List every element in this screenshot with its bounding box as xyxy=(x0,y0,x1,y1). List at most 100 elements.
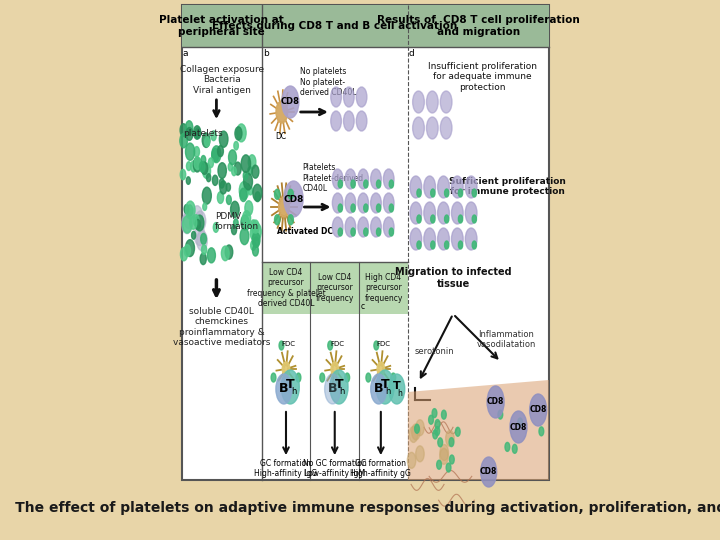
FancyBboxPatch shape xyxy=(182,5,549,480)
Text: CD8: CD8 xyxy=(510,422,527,431)
Circle shape xyxy=(207,248,215,263)
Circle shape xyxy=(440,448,449,464)
Circle shape xyxy=(417,189,421,197)
Circle shape xyxy=(181,248,187,261)
Circle shape xyxy=(243,173,253,190)
Circle shape xyxy=(505,442,510,451)
Text: serotonin: serotonin xyxy=(414,348,454,356)
Circle shape xyxy=(220,181,227,194)
Circle shape xyxy=(444,189,449,197)
Text: B: B xyxy=(328,382,338,395)
Circle shape xyxy=(252,165,259,178)
Circle shape xyxy=(193,214,199,226)
Text: GC formation
High-affinity gG: GC formation High-affinity gG xyxy=(351,459,411,478)
Circle shape xyxy=(441,91,452,113)
Circle shape xyxy=(410,202,422,224)
Circle shape xyxy=(487,386,504,418)
Circle shape xyxy=(181,214,192,234)
Circle shape xyxy=(513,444,517,453)
Text: Inflammation
vasodilatation: Inflammation vasodilatation xyxy=(477,330,536,349)
Circle shape xyxy=(202,133,210,147)
Circle shape xyxy=(383,217,394,237)
Circle shape xyxy=(180,124,187,137)
Circle shape xyxy=(415,424,419,433)
Circle shape xyxy=(202,164,210,178)
Circle shape xyxy=(221,246,229,261)
Circle shape xyxy=(201,233,207,244)
Circle shape xyxy=(251,226,258,240)
Text: FDC: FDC xyxy=(330,341,344,347)
Text: Platelet activation at
peripheral site: Platelet activation at peripheral site xyxy=(159,15,284,37)
Circle shape xyxy=(195,211,206,231)
Circle shape xyxy=(253,245,258,256)
Circle shape xyxy=(366,373,371,382)
Circle shape xyxy=(212,148,219,161)
Circle shape xyxy=(371,193,382,213)
Circle shape xyxy=(415,446,424,462)
Circle shape xyxy=(331,362,338,376)
Circle shape xyxy=(472,215,477,223)
Circle shape xyxy=(333,193,343,213)
Circle shape xyxy=(351,228,355,236)
Text: CD8: CD8 xyxy=(529,406,546,415)
Text: High CD4
precursor
frequency: High CD4 precursor frequency xyxy=(364,273,402,303)
Circle shape xyxy=(446,463,451,472)
Circle shape xyxy=(279,341,284,350)
Circle shape xyxy=(253,237,259,247)
Circle shape xyxy=(195,219,200,230)
Circle shape xyxy=(226,195,231,205)
Circle shape xyxy=(282,86,299,118)
Polygon shape xyxy=(408,380,549,480)
Circle shape xyxy=(225,245,233,259)
Circle shape xyxy=(438,438,443,447)
Circle shape xyxy=(431,189,435,197)
Circle shape xyxy=(186,205,193,216)
Circle shape xyxy=(351,180,355,188)
Circle shape xyxy=(243,211,251,226)
Circle shape xyxy=(186,201,195,219)
Circle shape xyxy=(510,411,527,443)
Circle shape xyxy=(186,240,194,256)
Text: platelets: platelets xyxy=(184,129,223,138)
FancyBboxPatch shape xyxy=(182,5,549,47)
Circle shape xyxy=(424,202,436,224)
Text: Effects during CD8 T and B cell activation: Effects during CD8 T and B cell activati… xyxy=(212,21,457,31)
Circle shape xyxy=(498,410,503,419)
Circle shape xyxy=(211,131,216,140)
Text: Activated DC: Activated DC xyxy=(276,227,333,236)
Circle shape xyxy=(202,187,212,204)
Circle shape xyxy=(237,124,246,142)
Text: B: B xyxy=(279,382,289,395)
Circle shape xyxy=(251,240,256,251)
Circle shape xyxy=(390,228,394,236)
Text: c: c xyxy=(360,302,364,311)
Circle shape xyxy=(465,202,477,224)
Text: Platelets
Platelet-derived
CD40L: Platelets Platelet-derived CD40L xyxy=(302,163,364,193)
Circle shape xyxy=(441,117,452,139)
Circle shape xyxy=(282,370,300,404)
Circle shape xyxy=(208,158,213,167)
Circle shape xyxy=(383,169,394,189)
Circle shape xyxy=(465,176,477,198)
Circle shape xyxy=(358,169,369,189)
Circle shape xyxy=(201,156,206,164)
Circle shape xyxy=(343,111,354,131)
Text: b: b xyxy=(263,49,269,58)
Text: CD8: CD8 xyxy=(480,468,498,476)
Circle shape xyxy=(239,181,248,199)
Circle shape xyxy=(192,206,202,226)
Circle shape xyxy=(413,117,424,139)
Circle shape xyxy=(252,220,259,233)
Circle shape xyxy=(410,228,422,250)
Circle shape xyxy=(338,204,343,212)
Circle shape xyxy=(424,176,436,198)
Circle shape xyxy=(186,121,193,134)
Circle shape xyxy=(451,202,463,224)
Circle shape xyxy=(207,174,211,182)
Circle shape xyxy=(320,373,325,382)
Circle shape xyxy=(184,205,189,213)
Text: h: h xyxy=(291,387,296,395)
Circle shape xyxy=(186,177,190,184)
Circle shape xyxy=(371,374,387,404)
Circle shape xyxy=(377,362,384,376)
